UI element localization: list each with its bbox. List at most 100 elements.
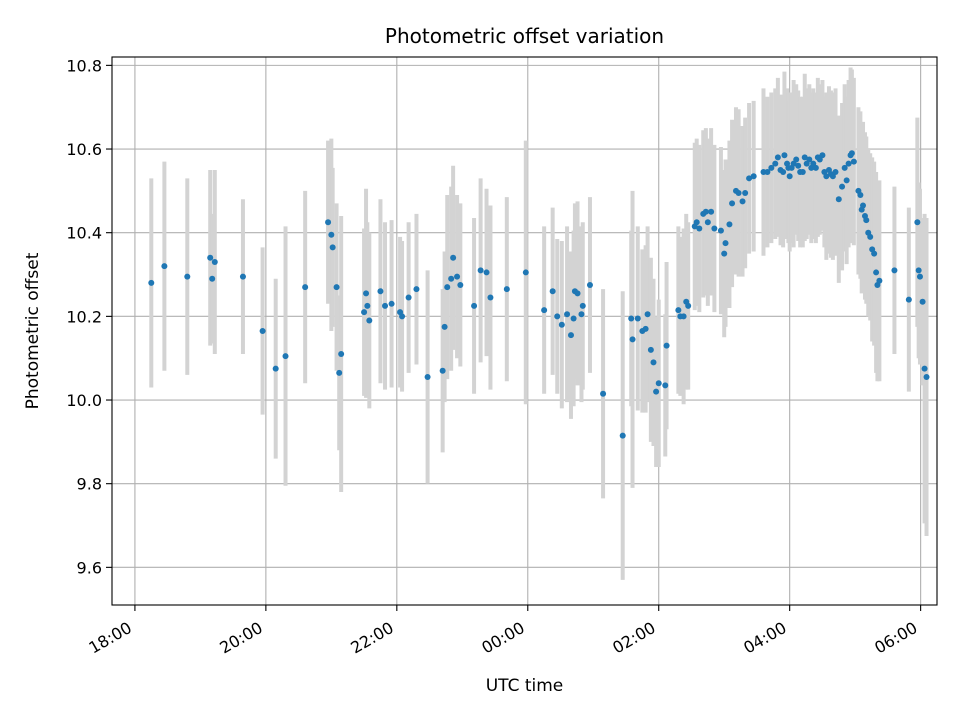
data-point — [444, 284, 451, 291]
y-axis-ticks: 9.6 9.8 10.0 10.2 10.4 10.6 10.8 — [66, 56, 112, 577]
data-point — [721, 250, 728, 257]
data-point — [680, 313, 687, 320]
data-point — [634, 315, 641, 322]
data-point — [574, 290, 581, 297]
y-tick-label: 10.6 — [66, 140, 102, 159]
data-point — [338, 351, 345, 358]
data-point — [702, 208, 709, 215]
data-point — [921, 365, 928, 372]
data-point — [554, 313, 561, 320]
data-point — [799, 169, 806, 176]
data-point — [600, 390, 607, 397]
x-axis-label: UTC time — [486, 676, 564, 696]
data-point — [579, 302, 586, 309]
data-point — [806, 156, 813, 163]
data-point — [923, 374, 930, 381]
plot-frame — [111, 56, 938, 606]
data-point — [653, 388, 660, 395]
data-point — [873, 269, 880, 276]
data-point — [148, 279, 155, 286]
data-point — [388, 300, 395, 307]
data-point — [382, 302, 389, 309]
data-point — [650, 359, 657, 366]
y-tick-label: 9.8 — [77, 475, 102, 494]
data-point — [450, 254, 457, 261]
data-point — [364, 302, 371, 309]
data-point — [211, 258, 218, 265]
data-point — [644, 311, 651, 318]
data-point — [439, 367, 446, 374]
data-point — [558, 321, 565, 328]
data-point — [619, 432, 626, 439]
data-point — [629, 336, 636, 343]
data-point — [522, 269, 529, 276]
data-point — [336, 369, 343, 376]
data-point — [774, 154, 781, 161]
data-point — [642, 325, 649, 332]
data-point — [781, 152, 788, 159]
data-point — [325, 219, 332, 226]
data-point — [843, 177, 850, 184]
data-point — [503, 286, 510, 293]
data-point — [329, 244, 336, 251]
data-point — [413, 286, 420, 293]
data-point — [184, 273, 191, 280]
data-point — [272, 365, 279, 372]
data-point — [722, 240, 729, 247]
data-point — [801, 154, 808, 161]
data-point — [823, 173, 830, 180]
data-point — [586, 281, 593, 288]
data-point — [477, 267, 484, 274]
data-point — [835, 196, 842, 203]
data-point — [839, 183, 846, 190]
data-points — [148, 150, 930, 439]
data-point — [628, 315, 635, 322]
data-point — [333, 284, 340, 291]
data-point — [161, 263, 168, 270]
data-point — [457, 281, 464, 288]
data-point — [471, 302, 478, 309]
x-tick-label: 06:00 — [871, 618, 920, 658]
data-point — [302, 284, 309, 291]
data-point — [655, 380, 662, 387]
data-point — [914, 219, 921, 226]
data-point — [564, 311, 571, 318]
data-point — [850, 158, 857, 165]
data-point — [876, 277, 883, 284]
data-point — [919, 298, 926, 305]
data-point — [735, 189, 742, 196]
data-point — [845, 160, 852, 167]
data-point — [405, 294, 412, 301]
data-point — [647, 346, 654, 353]
data-point — [841, 164, 848, 171]
chart-title: Photometric offset variation — [385, 24, 664, 48]
data-point — [424, 374, 431, 381]
data-point — [726, 221, 733, 228]
y-tick-label: 10.8 — [66, 56, 102, 75]
data-point — [857, 192, 864, 199]
data-point — [860, 202, 867, 209]
data-point — [282, 353, 289, 360]
data-point — [259, 328, 266, 334]
data-point — [711, 225, 718, 232]
data-point — [662, 382, 669, 389]
data-point — [786, 173, 793, 180]
data-point — [578, 311, 585, 318]
data-point — [328, 231, 335, 238]
data-point — [742, 189, 749, 196]
y-tick-label: 10.0 — [66, 391, 102, 410]
data-point — [239, 273, 246, 280]
y-axis-label: Photometric offset — [23, 252, 43, 409]
data-point — [209, 275, 216, 282]
data-point — [487, 294, 494, 301]
x-tick-label: 22:00 — [347, 618, 396, 658]
data-point — [750, 173, 757, 180]
data-point — [863, 217, 870, 224]
data-point — [905, 296, 912, 303]
data-point — [693, 219, 700, 226]
data-point — [772, 160, 779, 167]
data-point — [739, 198, 746, 205]
data-point — [867, 233, 874, 240]
data-point — [704, 219, 711, 226]
